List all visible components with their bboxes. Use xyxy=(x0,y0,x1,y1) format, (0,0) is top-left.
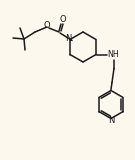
Text: O: O xyxy=(60,15,66,24)
Text: N: N xyxy=(108,116,114,125)
Text: O: O xyxy=(44,21,50,30)
Text: N: N xyxy=(65,34,72,43)
Text: NH: NH xyxy=(107,49,119,59)
